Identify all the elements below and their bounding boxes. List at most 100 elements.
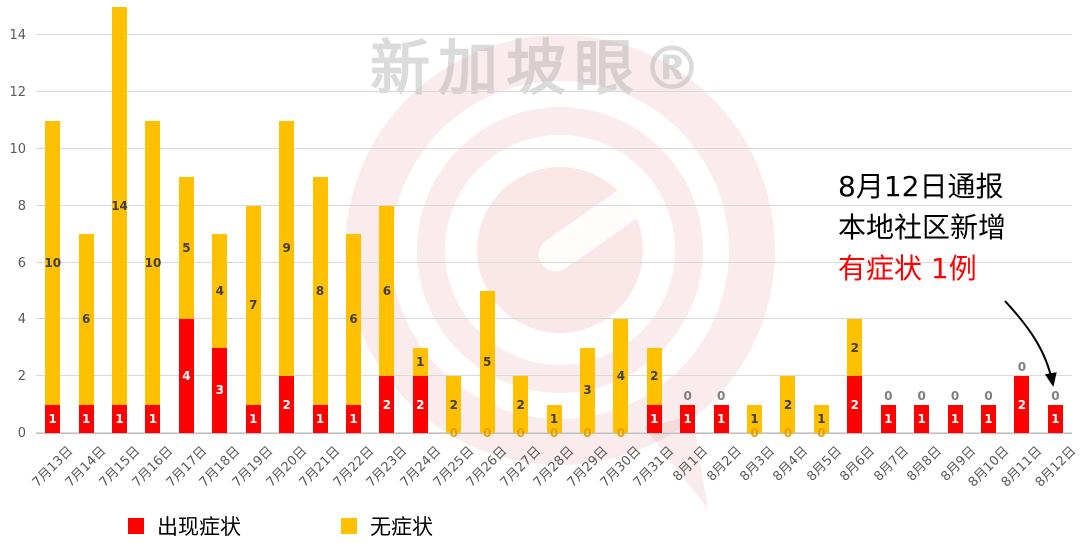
data-label: 1 [817,411,826,426]
bar-segment-symptomatic [279,376,295,433]
data-label: 2 [449,397,458,412]
bar-group: 1 0 8月2日 [704,8,745,485]
data-label: 1 [683,411,692,426]
bar-group: 1 0 8月7日 [871,8,912,485]
gridline [36,34,1072,36]
bar-segment-symptomatic [379,376,395,433]
data-label: 0 [516,426,525,440]
data-label: 6 [382,284,392,298]
data-label: 0 [817,426,826,440]
data-label: 1 [115,411,124,426]
bar-segment-asymptomatic [78,234,94,405]
y-axis-tick-label: 4 [17,312,26,328]
bar-segment-asymptomatic [312,177,328,405]
gridline [36,148,1072,149]
bar-segment-symptomatic [880,404,896,433]
annotation-line1: 8月12日通报 [838,170,1004,203]
data-label: 1 [650,411,659,426]
data-label: 1 [716,411,726,426]
bar-group: 1 6 7月22日 [330,8,377,490]
bar-segment-symptomatic [646,404,662,433]
data-label: 6 [349,312,358,327]
data-label: 10 [144,255,162,270]
bar-segment-symptomatic [178,319,194,433]
bar-segment-asymptomatic [513,376,529,433]
bar-segment-symptomatic [245,404,261,433]
data-label: 1 [1051,411,1060,426]
data-label: 0 [716,388,726,403]
data-label: 0 [950,388,960,403]
data-label: 1 [950,411,960,426]
data-label: 8 [315,284,325,298]
bar-group: 1 10 7月16日 [130,8,176,490]
data-label: 1 [750,411,759,426]
data-label: 7 [249,298,258,313]
y-axis-tick-label: 0 [17,426,26,441]
legend-label-asymptomatic: 无症状 [370,515,433,539]
watermark-brand-text: 新加坡眼® [370,34,710,104]
bar-segment-asymptomatic [112,7,128,405]
data-label: 2 [416,397,425,412]
bar-group: 0 4 7月30日 [598,8,644,490]
plot-area: 1 10 7月13日 1 6 7月14日 1 14 7月15日 1 10 7月16日 4 5 7月17日 3 4… [30,7,1079,491]
bar-segment-asymptomatic [279,120,295,377]
bar-segment-symptomatic [78,404,94,433]
data-label: 1 [349,411,358,426]
data-label: 1 [315,411,325,426]
data-label: 10 [44,255,62,270]
gridline [36,261,1072,263]
data-label: 6 [81,312,91,327]
bar-segment-symptomatic [847,376,863,433]
bar-segment-asymptomatic [479,291,495,433]
data-label: 2 [282,397,291,412]
data-label: 3 [583,383,592,398]
data-label: 2 [783,397,793,412]
gridline [36,318,1072,320]
data-label: 3 [215,383,224,398]
bar-segment-asymptomatic [613,319,629,433]
bar-segment-symptomatic [45,404,61,433]
data-label: 0 [483,426,492,440]
bar-group: 0 2 7月27日 [498,8,544,490]
bar-segment-symptomatic [112,404,128,433]
bar-segment-asymptomatic [45,120,61,405]
bar-segment-symptomatic [212,347,228,433]
legend-label-symptomatic: 出现症状 [157,515,241,539]
bar-segment-symptomatic [346,404,361,433]
bar-group: 2 0 8月11日 [999,8,1046,490]
data-label: 1 [48,411,57,426]
bar-group: 1 0 8月9日 [938,8,979,485]
bar-segment-asymptomatic [412,347,428,377]
data-label: 1 [81,411,91,426]
bar-group: 1 7 7月19日 [230,8,277,490]
legend-item-asymptomatic: 无症状 [341,511,433,541]
y-axis: 0 2 4 6 8 10 12 14 [0,8,30,441]
annotation: 8月12日通报 本地社区新增 有症状 1例 [838,166,1006,289]
bar-segment-symptomatic [713,404,729,433]
data-label: 5 [182,241,191,256]
data-label: 0 [884,388,893,403]
bar-group: 1 0 8月1日 [670,8,711,485]
data-label: 0 [1051,388,1060,403]
bar-segment-symptomatic [412,376,428,433]
y-axis-tick-label: 12 [9,85,26,101]
bar-group: 0 5 7月26日 [464,8,511,490]
data-label: 4 [215,284,224,298]
annotation-line3: 有症状 1例 [838,252,977,285]
data-label: 0 [917,388,926,403]
data-label: 2 [850,397,860,412]
bar-segment-symptomatic [145,404,161,433]
bar-segment-asymptomatic [379,205,395,377]
gridline [36,375,1072,377]
x-axis-label: 8月5日 [804,443,845,485]
bar-group: 0 2 8月4日 [771,8,811,485]
bar-segment-symptomatic [981,404,997,433]
bar-group: 3 4 7月18日 [197,8,243,490]
data-label: 0 [683,388,692,403]
bar-segment-asymptomatic [178,177,194,320]
annotation-arrow [1004,300,1057,387]
legend-swatch-symptomatic [128,518,144,534]
bar-segment-asymptomatic [346,234,361,405]
bar-segment-asymptomatic [579,347,595,433]
bar-group: 1 0 8月10日 [965,8,1012,491]
